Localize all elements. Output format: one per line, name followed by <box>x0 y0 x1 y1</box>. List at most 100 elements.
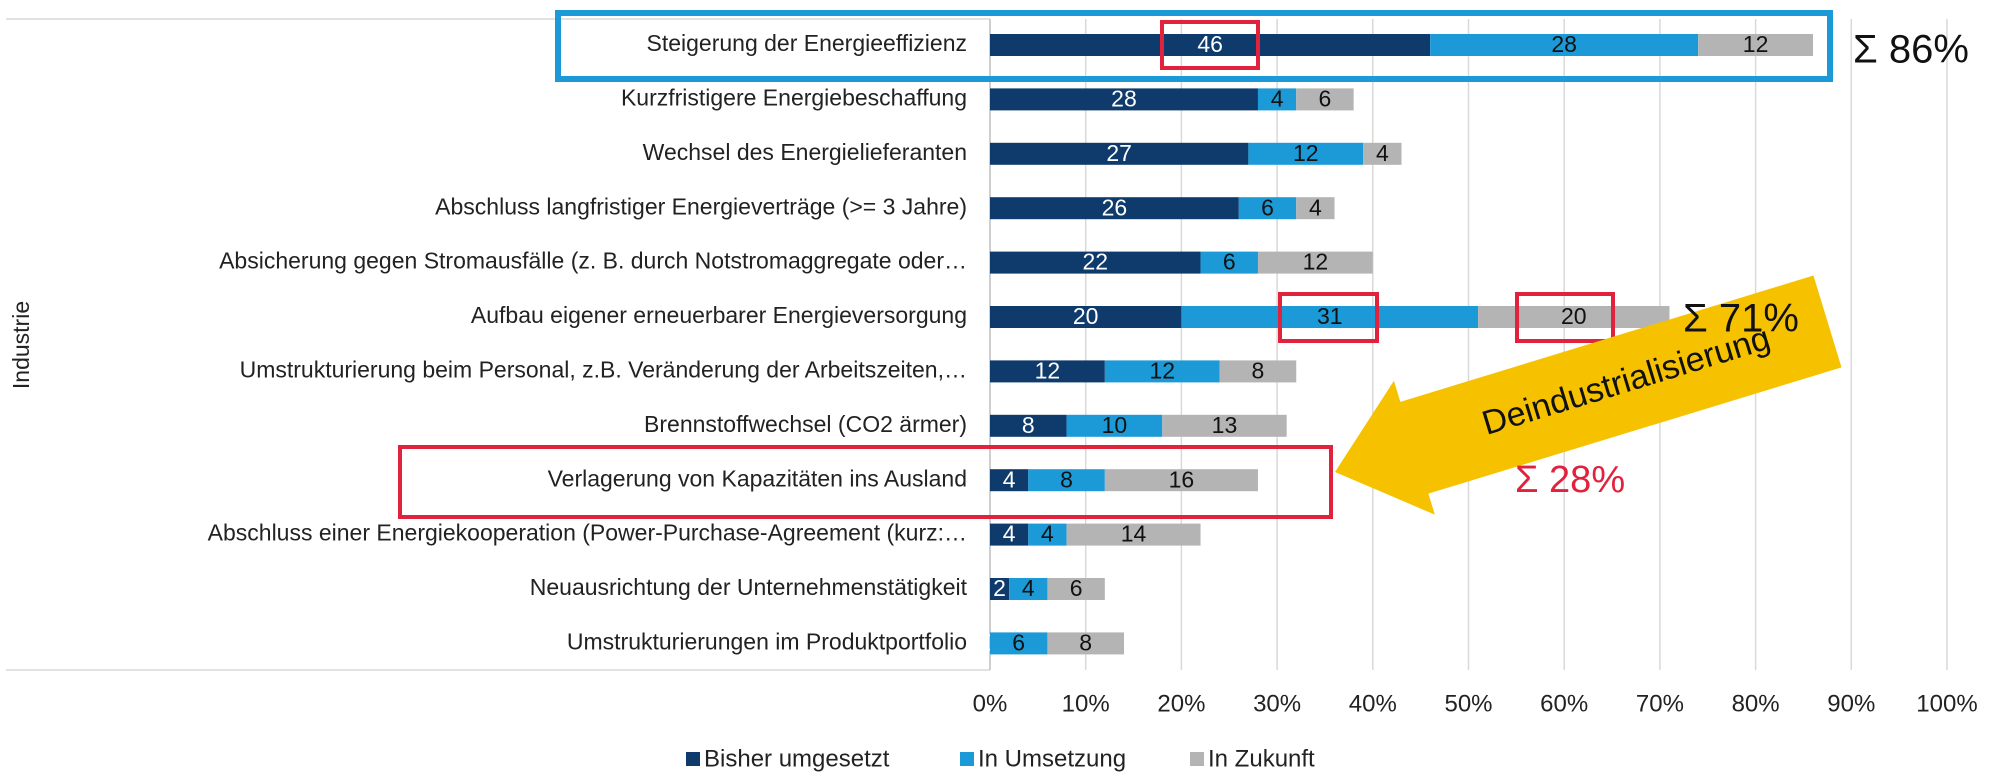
bar-segment <box>1181 306 1479 328</box>
bar-segment <box>1066 414 1163 437</box>
x-tick-label: 70% <box>1636 690 1684 717</box>
x-tick-label: 50% <box>1444 690 1492 717</box>
bar-segment <box>1047 632 1124 655</box>
decorations <box>6 18 990 671</box>
x-tick-label: 80% <box>1732 690 1780 717</box>
category-label: Abschluss einer Energiekooperation (Powe… <box>208 520 967 546</box>
x-tick-label: 10% <box>1062 690 1110 717</box>
value-label: 14 <box>1121 521 1147 547</box>
value-label: 6 <box>1012 629 1025 655</box>
legend: Bisher umgesetzt In Umsetzung In Zukunft <box>686 745 1315 772</box>
category-label: Wechsel des Energielieferanten <box>643 139 967 165</box>
highlight-box <box>398 445 1333 519</box>
category-label: Verlagerung von Kapazitäten ins Ausland <box>548 465 967 491</box>
bar-segment <box>990 469 1029 492</box>
value-label: 4 <box>1022 575 1035 601</box>
y-axis-label: Industrie <box>8 301 34 389</box>
highlights: Deindustrialisierung Σ 86% Σ 71% Σ 28% <box>398 10 1969 519</box>
highlight-box <box>1278 292 1379 343</box>
value-label: 12 <box>1303 249 1329 275</box>
bar-segment <box>1430 34 1699 56</box>
value-label: 26 <box>1102 194 1128 220</box>
bar-segment <box>1162 414 1287 437</box>
x-tick-label: 60% <box>1540 690 1588 717</box>
category-label: Umstrukturierungen im Produktportfolio <box>567 628 967 654</box>
legend-swatch <box>686 752 700 766</box>
bar-segment <box>990 142 1249 165</box>
category-label: Umstrukturierung beim Personal, z.B. Ver… <box>240 356 967 382</box>
legend-label: In Umsetzung <box>978 745 1126 772</box>
bar-segment <box>1047 578 1105 600</box>
bar-segment <box>1028 469 1105 492</box>
value-label: 6 <box>1261 194 1274 220</box>
bar-segment <box>1200 251 1258 274</box>
value-label: 6 <box>1319 85 1332 111</box>
highlight-box <box>555 10 1833 82</box>
value-label: 22 <box>1082 249 1108 275</box>
highlight-box <box>1160 20 1260 70</box>
value-label: 31 <box>1317 303 1343 329</box>
value-label: 10 <box>1102 412 1128 438</box>
legend-label: In Zukunft <box>1208 745 1315 772</box>
bar-segment <box>1248 142 1364 165</box>
bar-segment <box>990 251 1201 274</box>
bar-segment <box>1478 306 1670 328</box>
bar-segment <box>990 414 1067 437</box>
bar-segment <box>1363 142 1402 165</box>
value-label: 46 <box>1197 31 1223 57</box>
value-label: 28 <box>1111 85 1137 111</box>
category-label: Kurzfristigere Energiebeschaffung <box>621 84 967 110</box>
category-label: Aufbau eigener erneuerbarer Energieverso… <box>471 302 967 328</box>
x-tick-label: 0% <box>973 690 1008 717</box>
value-label: 12 <box>1035 357 1061 383</box>
bar-segment <box>1104 360 1220 383</box>
value-label: 2 <box>993 575 1006 601</box>
bar-segment <box>990 88 1258 111</box>
arrow-shape <box>1335 275 1842 515</box>
highlight-box <box>1515 292 1615 343</box>
bar-segment <box>1009 578 1048 600</box>
value-label: 16 <box>1169 466 1195 492</box>
annotation: Σ 86% <box>1853 28 1969 72</box>
x-tick-label: 100% <box>1916 690 1977 717</box>
value-label: 6 <box>1070 575 1083 601</box>
bar-segment <box>1104 469 1258 492</box>
x-tick-label: 40% <box>1349 690 1397 717</box>
value-label: 4 <box>1376 140 1389 166</box>
value-label: 8 <box>1060 466 1073 492</box>
value-label: 12 <box>1293 140 1319 166</box>
value-label: 13 <box>1212 412 1238 438</box>
value-label: 28 <box>1551 31 1577 57</box>
bar-segment <box>1257 88 1297 111</box>
value-label: 6 <box>1223 249 1236 275</box>
bar-segment <box>1257 251 1373 274</box>
category-label: Brennstoffwechsel (CO2 ärmer) <box>644 411 967 437</box>
value-label: 20 <box>1561 303 1587 329</box>
bar-segment <box>1296 88 1354 111</box>
value-label: 4 <box>1309 194 1322 220</box>
bar-segment <box>990 632 1048 655</box>
legend-swatch <box>960 752 974 766</box>
bar-segment <box>990 578 1010 600</box>
value-label: 12 <box>1743 31 1769 57</box>
value-label: 27 <box>1106 140 1132 166</box>
x-tick-label: 90% <box>1827 690 1875 717</box>
category-label: Absicherung gegen Stromausfälle (z. B. d… <box>219 248 967 274</box>
value-label: 20 <box>1073 303 1099 329</box>
legend-label: Bisher umgesetzt <box>704 745 890 772</box>
x-tick-label: 30% <box>1253 690 1301 717</box>
bar-segment <box>990 306 1182 328</box>
bar-segment <box>1698 34 1814 56</box>
value-label: 8 <box>1022 412 1035 438</box>
value-label: 4 <box>1003 521 1016 547</box>
value-label: 8 <box>1252 357 1265 383</box>
legend-swatch <box>1190 752 1204 766</box>
annotation: Σ 71% <box>1683 297 1799 341</box>
value-label: 12 <box>1149 357 1175 383</box>
bar-segment <box>1028 523 1067 546</box>
category-label: Steigerung der Energieeffizienz <box>646 30 967 56</box>
value-label: 4 <box>1271 85 1284 111</box>
bar-segment <box>990 34 1431 56</box>
